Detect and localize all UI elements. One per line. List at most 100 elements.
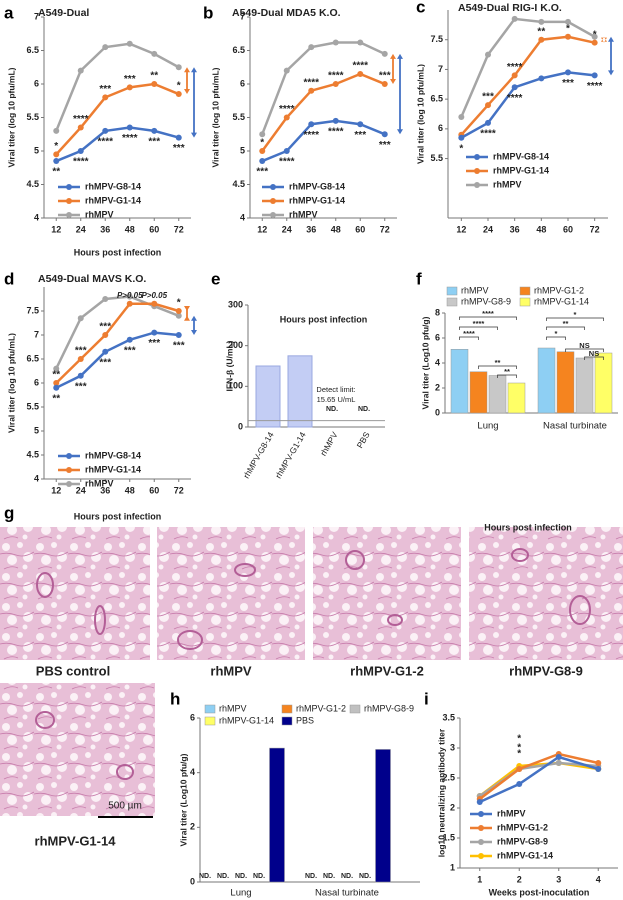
bar (255, 365, 281, 428)
y-tick-label: 6.5 (26, 45, 39, 55)
data-point (126, 84, 133, 91)
significance-label: P>0.05 (117, 291, 143, 300)
x-tick-label: 48 (331, 224, 341, 234)
significance-label: *** (256, 167, 268, 178)
image-label: rhMPV-G8-9 (509, 663, 583, 678)
data-point (175, 64, 182, 71)
x-tick-label: 24 (76, 224, 86, 234)
x-tick-label: 60 (149, 224, 159, 234)
y-tick-label: 300 (228, 299, 243, 309)
significance-label: ** (52, 167, 60, 178)
significance-bracket (459, 336, 479, 340)
data-point (151, 50, 158, 57)
legend-marker (66, 481, 72, 487)
value-label: ND. (253, 873, 265, 880)
series-line (55, 302, 180, 384)
significance-label: **** (303, 130, 319, 141)
legend-label: rhMPV-G8-14 (493, 151, 549, 161)
significance-label: **** (480, 129, 496, 140)
y-tick-label: 6 (240, 78, 245, 88)
bar (556, 351, 575, 414)
x-tick-label: 36 (510, 224, 520, 234)
y-tick-label: 4 (34, 212, 39, 222)
x-tick-label: 36 (100, 224, 110, 234)
panel-letter: a (4, 3, 14, 22)
data-point (485, 119, 491, 126)
series-line (479, 755, 599, 804)
y-tick-label: 8 (435, 307, 440, 317)
bar (375, 749, 391, 883)
significance-label: * (574, 310, 577, 319)
x-tick-label: 24 (76, 485, 86, 495)
legend-label: rhMPV (497, 808, 526, 818)
legend-label: rhMPV-G1-14 (534, 296, 589, 306)
y-tick-label: 4 (240, 212, 245, 222)
data-point (77, 67, 84, 74)
series-line (478, 752, 599, 800)
histology-image (313, 527, 461, 660)
data-point (381, 131, 388, 138)
legend-marker (478, 839, 484, 845)
legend-marker (66, 184, 72, 190)
y-tick-label: 5.5 (232, 112, 245, 122)
value-label: ND. (217, 873, 229, 880)
value-label: ND. (235, 873, 247, 880)
series-line (478, 761, 599, 797)
legend-marker (66, 453, 72, 459)
legend-label: rhMPV-G8-14 (289, 181, 345, 191)
legend-marker (270, 198, 276, 204)
y-tick-label: 4 (34, 473, 39, 483)
data-point (77, 148, 84, 154)
legend-marker (474, 182, 480, 188)
significance-label: * (54, 141, 58, 152)
significance-label: *** (173, 143, 185, 154)
arrow-head (601, 36, 607, 43)
significance-label: *** (99, 322, 111, 333)
y-axis-label: Viral titer (log 10 pfu/mL) (6, 333, 16, 433)
x-tick-label: 36 (100, 485, 110, 495)
significance-label: * (177, 298, 181, 309)
data-point (565, 69, 571, 76)
significance-label: **** (328, 126, 344, 137)
legend-label: rhMPV-G8-9 (461, 296, 511, 306)
x-axis-label: Hours post infection (74, 247, 162, 257)
significance-label: *** (148, 338, 160, 349)
y-tick-label: 7 (34, 329, 39, 339)
value-label: ND. (326, 406, 338, 413)
y-axis-label: Viral titer (log 10 pfu/mL) (210, 67, 220, 167)
data-point (77, 315, 84, 322)
panel-letter: d (4, 269, 14, 288)
significance-label: * (566, 23, 570, 34)
y-tick-label: 5 (34, 145, 39, 155)
legend-swatch (349, 704, 361, 714)
y-tick-label: 200 (228, 340, 243, 350)
image-label: rhMPV (210, 663, 252, 678)
legend-marker (66, 198, 72, 204)
x-tick-label: 60 (355, 224, 365, 234)
y-tick-label: 1 (450, 862, 455, 872)
x-axis-label: Hours post infection (484, 522, 572, 532)
data-point (332, 81, 339, 87)
chart-title: A549-Dual (38, 7, 89, 19)
data-point (126, 336, 133, 343)
bar (469, 371, 488, 414)
significance-label: **** (73, 157, 89, 168)
significance-label: ** (150, 71, 158, 82)
series-line (55, 295, 180, 370)
x-tick-label: 24 (282, 224, 292, 234)
data-point (283, 114, 290, 121)
x-tick-label: 24 (483, 224, 493, 234)
chart-title: A549-Dual MDA5 K.O. (232, 7, 341, 19)
data-point (102, 44, 109, 51)
scale-bar-label: 500 µm (108, 801, 142, 812)
significance-bracket (546, 326, 585, 330)
series-line (460, 17, 596, 118)
significance-label: ** (495, 358, 501, 367)
y-tick-label: 5.5 (26, 112, 39, 122)
data-point (53, 384, 60, 391)
series-line (460, 71, 595, 139)
value-label: ND. (358, 406, 370, 413)
significance-label: *** (482, 92, 494, 103)
data-point (485, 51, 491, 58)
histology-image (157, 527, 305, 660)
